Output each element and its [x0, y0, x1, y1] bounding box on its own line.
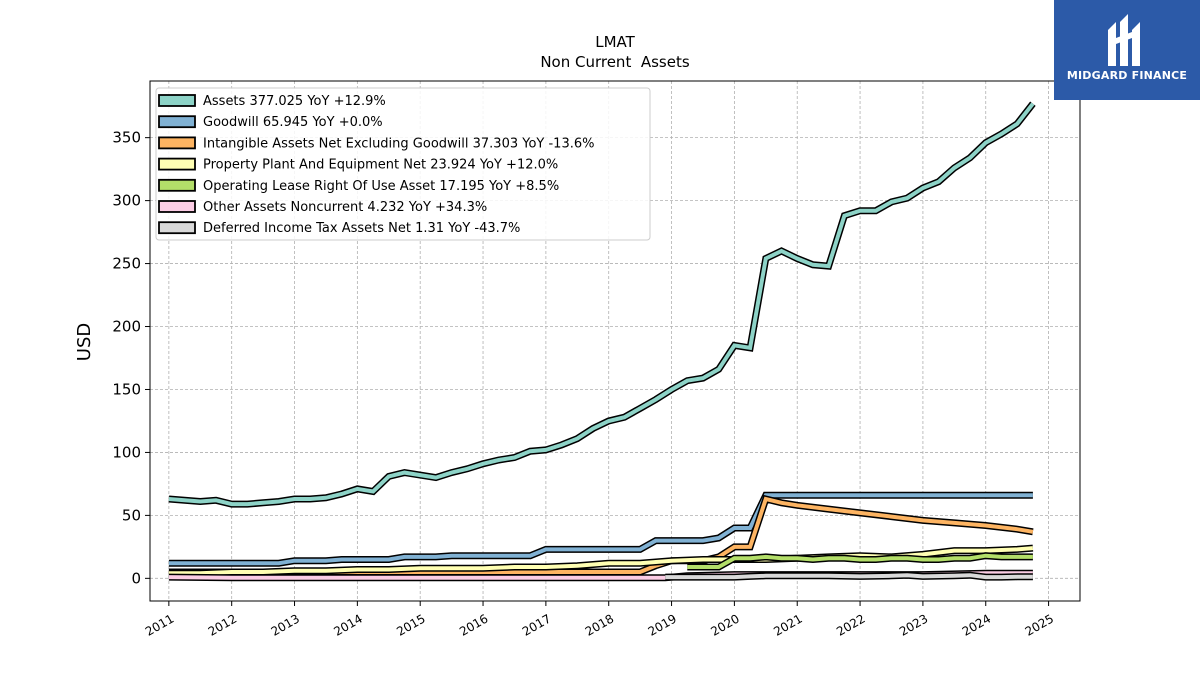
legend-label: Property Plant And Equipment Net 23.924 …	[203, 158, 558, 173]
legend-swatch	[158, 200, 196, 213]
y-tick-label: 50	[122, 506, 141, 524]
legend-box	[155, 87, 651, 241]
legend-swatch	[158, 94, 196, 107]
x-tick-label: 2015	[394, 611, 427, 638]
y-axis-label: USD	[74, 323, 95, 361]
x-tick-label: 2012	[206, 611, 239, 638]
y-tick-label: 0	[131, 569, 141, 587]
series-1	[168, 491, 1033, 567]
brand-name: MIDGARD FINANCE	[1066, 69, 1188, 82]
legend-swatch	[158, 178, 196, 192]
legend-label: Deferred Income Tax Assets Net 1.31 YoY …	[203, 221, 520, 236]
series-line	[168, 493, 1033, 566]
series-line	[687, 553, 1033, 569]
y-tick-label: 150	[112, 380, 141, 398]
y-tick-label: 200	[112, 318, 141, 336]
legend-entry: Property Plant And Equipment Net 23.924 …	[158, 157, 558, 173]
legend-swatch	[158, 221, 196, 235]
legend-label: Other Assets Noncurrent 4.232 YoY +34.3%	[203, 200, 487, 215]
x-tick-label: 2024	[960, 611, 993, 638]
legend-entry: Assets 377.025 YoY +12.9%	[158, 94, 386, 109]
x-tick-label: 2021	[771, 611, 804, 638]
series-4	[687, 552, 1033, 571]
chart-title: LMAT	[595, 33, 635, 51]
y-tick-label: 100	[112, 443, 141, 461]
x-tick-label: 2023	[897, 611, 930, 638]
x-tick-label: 2018	[583, 611, 616, 638]
legend-swatch	[158, 157, 196, 171]
x-tick-label: 2016	[457, 611, 490, 638]
legend-swatch	[158, 136, 196, 150]
legend-label: Operating Lease Right Of Use Asset 17.19…	[203, 179, 559, 194]
brand-logo: MIDGARD FINANCE	[1054, 0, 1200, 100]
y-tick-label: 250	[112, 255, 141, 273]
legend-entry: Other Assets Noncurrent 4.232 YoY +34.3%	[158, 200, 487, 215]
x-tick-label: 2014	[331, 611, 364, 638]
legend-entry: Operating Lease Right Of Use Asset 17.19…	[158, 178, 559, 194]
series-line	[168, 102, 1035, 507]
legend-entry: Intangible Assets Net Excluding Goodwill…	[158, 136, 594, 151]
x-tick-label: 2013	[269, 611, 302, 638]
legend-swatch	[158, 115, 196, 129]
x-tick-label: 2017	[520, 611, 553, 638]
y-axis: 0 50 100 150 200 250 300 350	[112, 129, 150, 587]
series-0	[168, 101, 1036, 508]
x-tick-label: 2025	[1023, 611, 1056, 638]
series-layer	[168, 101, 1036, 582]
y-tick-label: 350	[112, 129, 141, 147]
brand-mark-icon	[1108, 14, 1140, 66]
legend: Assets 377.025 YoY +12.9% Goodwill 65.945…	[155, 87, 651, 241]
plot-frame	[149, 80, 1081, 602]
x-tick-label: 2020	[708, 611, 741, 638]
legend-label: Assets 377.025 YoY +12.9%	[203, 94, 386, 109]
legend-entry: Deferred Income Tax Assets Net 1.31 YoY …	[158, 221, 520, 236]
legend-entry: Goodwill 65.945 YoY +0.0%	[158, 115, 383, 130]
y-tick-label: 300	[112, 192, 141, 210]
x-tick-label: 2011	[143, 611, 176, 638]
x-tick-label: 2019	[646, 611, 679, 638]
series-6	[665, 571, 1033, 581]
series-line	[665, 573, 1033, 580]
x-axis: 2011 2012 2013 2014 2015 2016 2017 2018 2019 2020…	[143, 601, 1056, 639]
legend-label: Intangible Assets Net Excluding Goodwill…	[203, 136, 594, 151]
chart-subtitle: Non Current Assets	[540, 53, 690, 71]
legend-label: Goodwill 65.945 YoY +0.0%	[203, 115, 383, 130]
x-tick-label: 2022	[834, 611, 867, 638]
